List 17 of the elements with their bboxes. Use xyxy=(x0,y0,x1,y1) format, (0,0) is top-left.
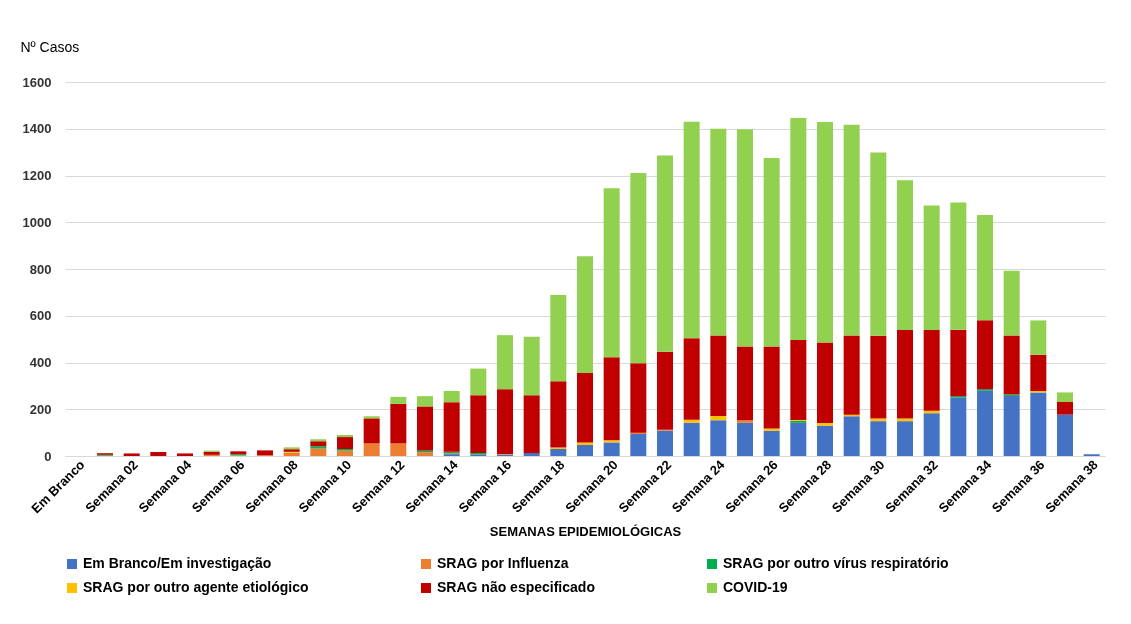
legend-label: SRAG por outro agente etiológico xyxy=(83,579,309,595)
y-tick-label: 1400 xyxy=(22,121,52,137)
legend-label: COVID-19 xyxy=(723,579,788,595)
y-tick-label: 1000 xyxy=(22,214,52,230)
y-axis-title: Nº Casos xyxy=(20,38,80,55)
y-tick-label: 200 xyxy=(29,401,52,417)
y-tick-label: 600 xyxy=(29,308,52,324)
legend-label: SRAG não especificado xyxy=(437,579,595,595)
x-axis-title: SEMANAS EPIDEMIOLÓGICAS xyxy=(489,524,682,540)
y-tick-label: 0 xyxy=(44,448,52,464)
y-tick-label: 800 xyxy=(29,261,52,277)
legend-label: SRAG por Influenza xyxy=(437,555,569,571)
y-tick-label: 1600 xyxy=(22,74,52,90)
legend-label: Em Branco/Em investigação xyxy=(83,555,272,571)
y-tick-label: 1200 xyxy=(22,168,52,183)
y-tick-label: 400 xyxy=(29,355,52,370)
legend-label: SRAG por outro vírus respiratório xyxy=(723,555,949,571)
